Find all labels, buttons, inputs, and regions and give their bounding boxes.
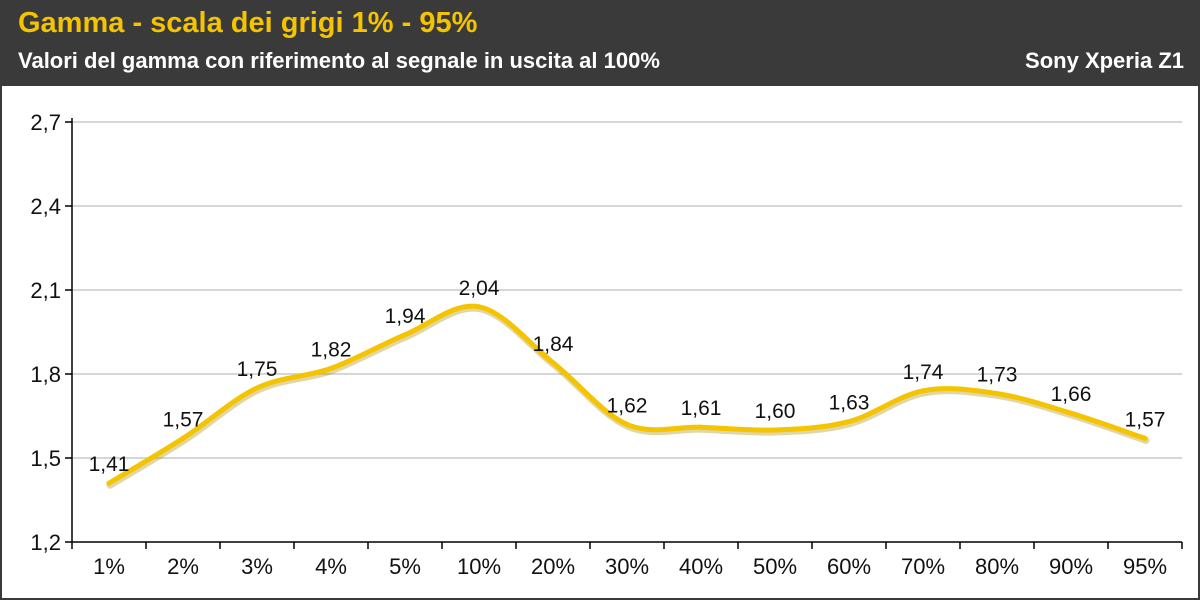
data-point [550,360,556,366]
gridlines [72,121,1182,459]
data-point [254,385,260,391]
x-tick-label: 10% [457,554,501,579]
y-tick-label: 2,7 [30,110,61,135]
data-point [402,332,408,338]
data-label: 2,04 [459,277,500,300]
y-tick-label: 1,2 [30,530,61,555]
data-point [106,480,112,486]
device-name: Sony Xperia Z1 [1025,48,1184,73]
data-point [180,435,186,441]
axes [71,118,1182,543]
x-tick-label: 70% [901,554,945,579]
x-tick-label: 4% [315,554,347,579]
y-tick-label: 2,4 [30,194,61,219]
x-tick-label: 1% [93,554,125,579]
x-tick-label: 20% [531,554,575,579]
data-point [328,365,334,371]
data-point [846,419,852,425]
x-tick-label: 3% [241,554,273,579]
data-label: 1,84 [533,333,574,356]
data-label: 1,60 [755,400,796,423]
x-tick-label: 95% [1123,554,1167,579]
y-tick-label: 2,1 [30,278,61,303]
x-tick-label: 90% [1049,554,1093,579]
data-point [1068,410,1074,416]
x-tick-label: 60% [827,554,871,579]
data-label: 1,62 [607,394,648,417]
data-label: 1,66 [1051,383,1092,406]
y-tick-label: 1,8 [30,362,61,387]
data-point [476,304,482,310]
x-tick-label: 80% [975,554,1019,579]
data-label: 1,75 [237,358,278,381]
data-labels: 1,41 1,57 1,75 1,82 1,94 2,04 1,84 1,62 1,61 1,60… [89,277,1166,476]
data-point [994,391,1000,397]
data-point [1142,435,1148,441]
chart-subtitle: Valori del gamma con riferimento al segn… [18,48,660,73]
chart-title: Gamma - scala dei grigi 1% - 95% [18,7,478,39]
data-label: 1,73 [977,364,1018,387]
chart-header: Gamma - scala dei grigi 1% - 95% Valori … [2,2,1198,86]
series-layer [106,303,1150,489]
series-line [106,303,1148,486]
data-label: 1,41 [89,453,130,476]
x-tick-label: 30% [605,554,649,579]
data-label: 1,63 [829,392,870,415]
x-tick-label: 5% [389,554,421,579]
data-label: 1,57 [163,408,204,431]
x-tick-label: 50% [753,554,797,579]
data-point [624,421,630,427]
data-point [772,427,778,433]
data-label: 1,74 [903,361,944,384]
data-point [920,388,926,394]
x-tick-label: 40% [679,554,723,579]
x-axis-ticks: 1% 2% 3% 4% 5% 10% 20% 30% 40% 50% 60% 70% 80% 90% 95% [71,542,1183,579]
data-label: 1,94 [385,305,426,328]
data-label: 1,57 [1125,408,1166,431]
data-label: 1,61 [681,397,722,420]
data-label: 1,82 [311,338,352,361]
data-point [698,424,704,430]
y-tick-label: 1,5 [30,446,61,471]
y-axis-ticks: 1,2 1,5 1,8 2,1 2,4 2,7 [30,110,72,555]
x-tick-label: 2% [167,554,199,579]
